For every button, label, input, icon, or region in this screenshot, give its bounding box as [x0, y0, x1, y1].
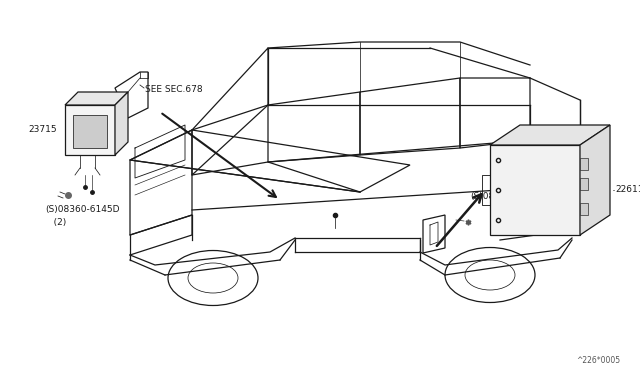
Polygon shape [490, 145, 580, 235]
Polygon shape [65, 92, 128, 105]
Polygon shape [490, 125, 610, 145]
Text: 23715: 23715 [28, 125, 57, 135]
Text: ^226*0005: ^226*0005 [576, 356, 620, 365]
Polygon shape [580, 178, 588, 190]
Text: (S)08360-6145D
   (2): (S)08360-6145D (2) [45, 205, 120, 227]
Text: (S)08513-61223
       (2): (S)08513-61223 (2) [470, 192, 543, 214]
Polygon shape [115, 92, 128, 155]
Polygon shape [580, 203, 588, 215]
Text: 22611: 22611 [615, 186, 640, 195]
Text: SEE SEC.678: SEE SEC.678 [145, 86, 203, 94]
Polygon shape [65, 105, 115, 155]
Polygon shape [580, 158, 588, 170]
Polygon shape [580, 125, 610, 235]
Polygon shape [73, 115, 107, 148]
